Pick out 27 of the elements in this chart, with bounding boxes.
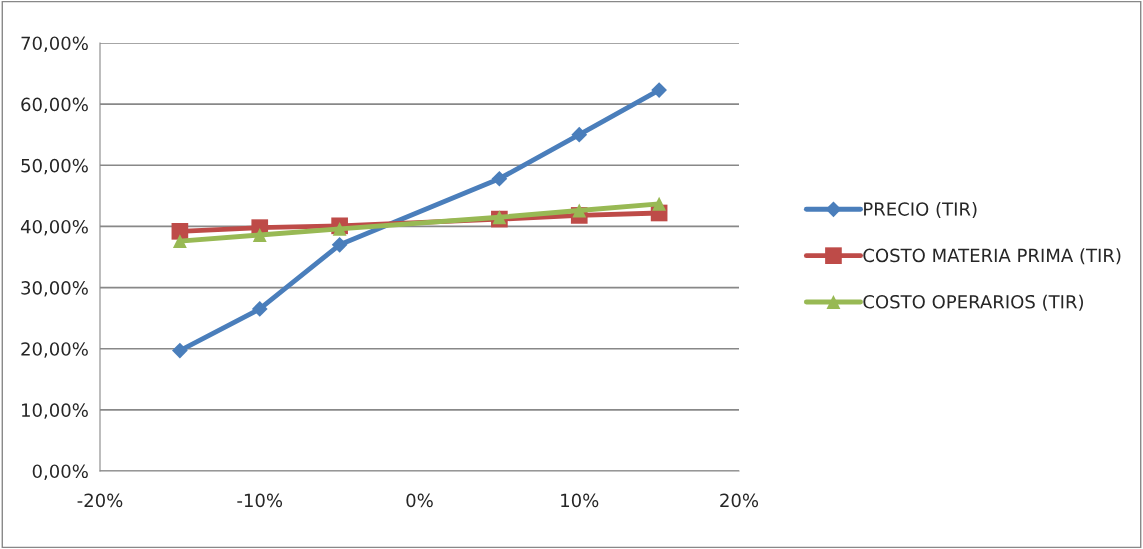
- point: [651, 82, 667, 98]
- point: [652, 196, 667, 211]
- x-tick-label: -20%: [77, 493, 123, 508]
- y-tick-label: 10,00%: [22, 403, 88, 419]
- x-tick-label: 20%: [720, 493, 759, 508]
- point: [252, 228, 267, 242]
- x-tick-label: 0%: [406, 493, 433, 508]
- point: [572, 203, 587, 218]
- x-tick-label: -10%: [237, 493, 283, 508]
- y-tick-label: 30,00%: [21, 281, 88, 297]
- y-tick-label: 50,00%: [21, 158, 88, 175]
- legend-label: COSTO OPERARIOS (TIR): [863, 294, 1083, 311]
- point: [172, 342, 188, 359]
- point: [251, 301, 268, 317]
- point: [571, 126, 588, 143]
- legend-label: COSTO MATERIA PRIMA (TIR): [863, 248, 1121, 265]
- y-tick-label: 40,00%: [20, 219, 88, 236]
- legend-label: PRECIO (TIR): [864, 201, 977, 218]
- y-tick-label: 20,00%: [21, 342, 88, 358]
- point: [331, 236, 348, 253]
- y-tick-label: 70,00%: [21, 36, 88, 52]
- point: [172, 234, 187, 249]
- point: [491, 170, 508, 187]
- point: [332, 221, 347, 236]
- y-tick-label: 60,00%: [21, 97, 88, 114]
- y-tick-label: 0,00%: [32, 464, 88, 480]
- x-tick-label: 10%: [561, 493, 599, 508]
